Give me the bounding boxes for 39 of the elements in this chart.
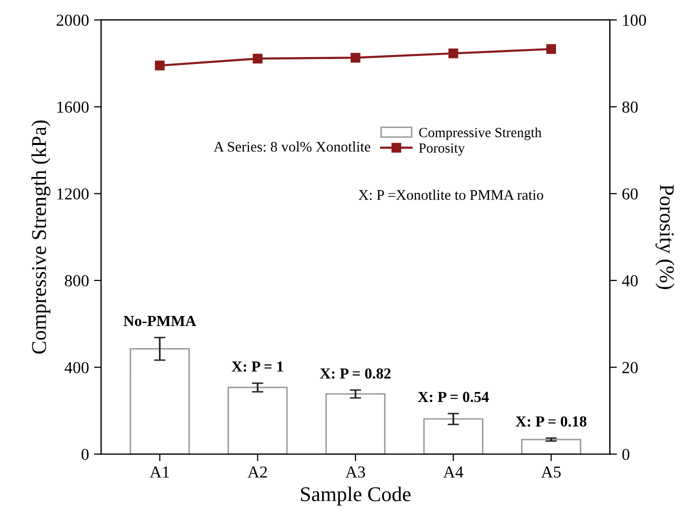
y-tick-label: 400 (64, 362, 89, 374)
bar (325, 393, 386, 454)
y2-tick-label: 100 (623, 14, 646, 26)
y2-tick-label: 60 (622, 188, 638, 200)
x-tick-label: A1 (150, 466, 169, 478)
point (350, 52, 360, 63)
y-tick-label: 1600 (57, 101, 89, 113)
annotation: X: P = 0.18 (516, 416, 586, 427)
x-tick-label: A2 (248, 466, 267, 478)
point (252, 54, 262, 64)
y-tick-label: 0 (82, 448, 89, 460)
legend-label: Porosity (418, 143, 465, 156)
y-tick-label: 800 (64, 275, 89, 286)
y2-tick-label: 40 (622, 275, 638, 286)
y2-tick-label: 80 (622, 101, 638, 113)
x-tick-label: A5 (541, 466, 561, 478)
y2-tick-label: 20 (622, 362, 638, 374)
x-tick-label: A3 (345, 466, 366, 478)
y-tick-label: 1200 (57, 188, 89, 200)
annotation: No-PMMA (124, 316, 196, 326)
annotation: X: P = 0.82 (320, 368, 391, 379)
bar (423, 418, 484, 454)
y2-tick-label: 0 (622, 448, 630, 460)
bar (521, 438, 582, 454)
point (448, 48, 458, 58)
y-axis-title: Compressive Strength (kPa) (31, 120, 50, 354)
annotation: X: P =Xonotlite to PMMA ratio (358, 190, 544, 200)
x-axis-title: Sample Code (301, 486, 411, 506)
y-tick-label: 2000 (56, 14, 89, 26)
x-tick-label: A4 (443, 466, 464, 478)
annotation: X: P = 0.54 (418, 392, 489, 402)
bar (130, 348, 190, 454)
y2-axis-title: Porosity (%) (656, 184, 674, 290)
legend-label: Compressive Strength (419, 127, 542, 140)
annotation: A Series: 8 vol% Xonotlite (214, 141, 370, 152)
annotation: X: P = 1 (232, 361, 284, 372)
point (546, 44, 556, 54)
point (154, 60, 165, 70)
bar (228, 386, 288, 454)
